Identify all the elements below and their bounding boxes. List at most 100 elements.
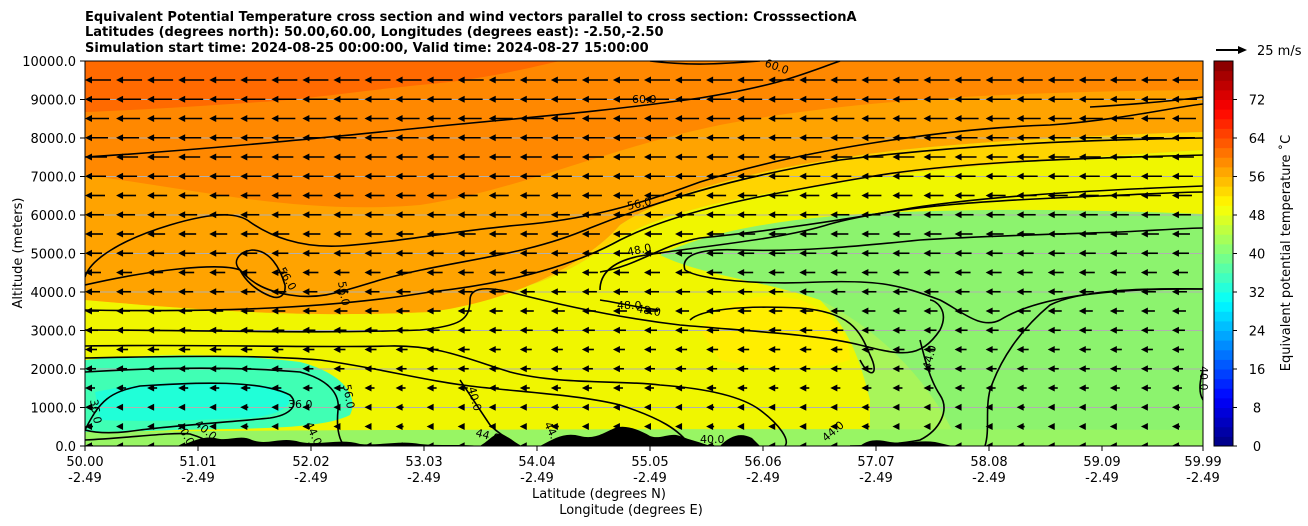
x-tick-label-lon: -2.49 [1186, 471, 1220, 486]
wind-vector-arrow [612, 95, 638, 103]
wind-vector-arrow [1016, 172, 1038, 180]
wind-vector-arrow [581, 95, 607, 103]
wind-vector-arrow [737, 307, 752, 315]
x-axis-label: Latitude (degrees N) [532, 487, 666, 502]
wind-vector-arrow [302, 153, 325, 161]
wind-vector-arrow [830, 76, 857, 84]
colorbar-segment [1214, 109, 1233, 120]
wind-vector-arrow [364, 423, 372, 430]
wind-vector-arrow [892, 346, 905, 353]
wind-vector-arrow [737, 172, 759, 180]
wind-vector-arrow [550, 326, 564, 334]
band-aqua-core [95, 382, 290, 421]
wind-vector-arrow [271, 95, 297, 103]
wind-vector-arrow [457, 134, 481, 142]
wind-vector-arrow [426, 76, 453, 84]
wind-vector-arrow [923, 403, 931, 411]
wind-vector-arrow [240, 326, 254, 334]
contour-line [599, 299, 661, 311]
wind-vector-arrow [737, 192, 758, 199]
wind-vector-arrow [612, 423, 620, 430]
colorbar-segment [1214, 292, 1233, 303]
wind-vector-arrow [768, 307, 783, 315]
wind-vector-arrow [1140, 211, 1160, 219]
wind-vector-arrow [1203, 423, 1210, 430]
contour-label: 48.0 [617, 299, 642, 312]
wind-vector-arrow [116, 423, 124, 430]
wind-vector-arrow [768, 384, 779, 392]
wind-vector-arrow [147, 288, 163, 296]
colorbar-segment [1214, 436, 1233, 447]
wind-vector-arrow [209, 172, 231, 180]
wind-vector-arrow [147, 76, 174, 84]
wind-vector-arrow [612, 384, 623, 392]
wind-vector-arrow [768, 211, 788, 219]
wind-vector-arrow [985, 384, 996, 392]
wind-vector-arrow [519, 172, 541, 180]
wind-vector-arrow [116, 326, 130, 334]
wind-vector-arrow [333, 192, 354, 199]
wind-vector-arrow [147, 269, 164, 276]
wind-vector-arrow [1047, 76, 1074, 84]
wind-vector-arrow [85, 192, 106, 199]
wind-vector-arrow [302, 288, 318, 296]
wind-vector-arrow [799, 134, 823, 142]
colorbar-segment [1214, 301, 1233, 312]
wind-vector-arrow [302, 230, 321, 238]
wind-vector-arrow [240, 95, 266, 103]
wind-vector-arrow [271, 269, 288, 276]
wind-vector-arrow [1016, 288, 1032, 296]
wind-vector-arrow [1016, 153, 1039, 161]
wind-vector-arrow [612, 269, 629, 276]
wind-vector-arrow [1171, 211, 1191, 219]
wind-vector-arrow [1047, 269, 1064, 276]
wind-vector-arrow [1109, 269, 1126, 276]
wind-vector-arrow [706, 115, 731, 122]
wind-vector-arrow [240, 423, 249, 430]
wind-vector-arrow [581, 115, 606, 122]
band-yellow [85, 150, 1203, 446]
colorbar-segment [1214, 99, 1233, 110]
wind-vector-arrow [923, 211, 943, 219]
x-tick: 58.08-2.49 [970, 446, 1008, 486]
wind-vector-arrow [581, 249, 599, 257]
wind-vector-arrow [706, 288, 722, 296]
wind-vector-arrow [209, 346, 222, 353]
wind-vector-arrow [644, 153, 667, 161]
wind-vector-arrow [519, 346, 532, 353]
wind-vector-arrow [426, 288, 442, 296]
wind-vector-arrow [644, 172, 666, 180]
wind-vector-arrow [147, 115, 172, 122]
wind-vector-arrow [178, 288, 194, 296]
wind-vector-arrow [985, 326, 999, 334]
wind-vector-arrow [85, 172, 107, 180]
wind-vector-arrow [457, 423, 465, 430]
colorbar-segment [1214, 186, 1233, 197]
wind-vector-arrow [1203, 404, 1210, 411]
wind-vector-arrow [768, 172, 790, 180]
wind-vector-arrow [799, 269, 816, 276]
wind-vector-arrow [271, 249, 289, 257]
wind-vector-arrow [85, 288, 101, 296]
wind-vector-arrow [768, 115, 793, 122]
contour-line [683, 227, 1203, 271]
x-tick-label-lon: -2.49 [294, 471, 328, 486]
wind-vector-arrow [768, 403, 776, 411]
wind-vector-arrow [488, 134, 512, 142]
wind-vector-arrow [1109, 134, 1133, 142]
wind-vector-arrow [116, 115, 141, 122]
wind-vector-arrow [271, 153, 294, 161]
wind-vector-arrow [985, 365, 997, 373]
wind-vector-arrow [923, 346, 936, 353]
wind-vector-arrow [1171, 134, 1195, 142]
wind-vector-arrow [830, 134, 854, 142]
x-tick-label: 59.99 [1184, 455, 1221, 470]
wind-vector-arrow [457, 172, 479, 180]
wind-vector-arrow [147, 134, 171, 142]
wind-vector-arrow [178, 134, 202, 142]
wind-vector-arrow [333, 346, 346, 353]
y-tick: 7000.0 [31, 171, 85, 186]
wind-vector-arrow [1047, 115, 1072, 122]
wind-vector-arrow [271, 172, 293, 180]
wind-vector-arrow [178, 423, 186, 430]
